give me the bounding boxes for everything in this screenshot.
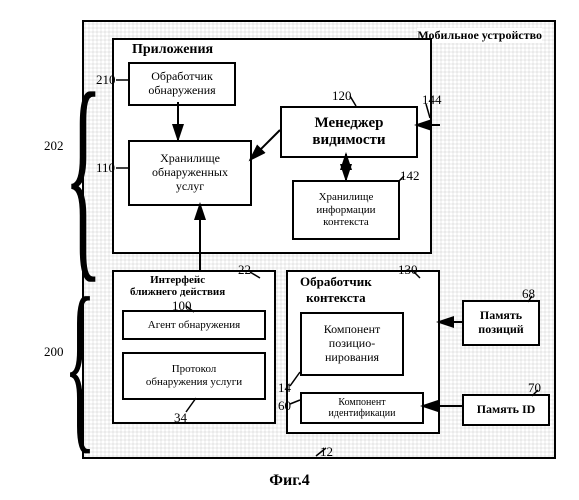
num-100: 100 — [172, 298, 192, 314]
num-210: 210 — [96, 72, 116, 88]
num-22: 22 — [238, 262, 251, 278]
box-70-label: Память ID — [477, 403, 536, 417]
num-202: 202 — [44, 138, 64, 154]
num-200: 200 — [44, 344, 64, 360]
num-142: 142 — [400, 168, 420, 184]
proximity-title: Интерфейс ближнего действия — [128, 274, 227, 298]
box-100: Агент обнаружения — [122, 310, 266, 340]
box-142: Хранилище информации контекста — [292, 180, 400, 240]
apps-title: Приложения — [130, 42, 215, 58]
box-70: Память ID — [462, 394, 550, 426]
num-70: 70 — [528, 380, 541, 396]
box-14: Компонент позицио- нирования — [300, 312, 404, 376]
figure-caption: Фиг.4 — [0, 472, 579, 490]
box-210-label: Обработчик обнаружения — [148, 70, 215, 98]
num-144: 144 — [422, 92, 442, 108]
context-title: Обработчик контекста — [298, 274, 374, 306]
box-142-label: Хранилище информации контекста — [316, 191, 375, 229]
box-68: Память позиций — [462, 300, 540, 346]
box-34-label: Протокол обнаружения услуги — [146, 363, 242, 388]
box-60: Компонент идентификации — [300, 392, 424, 424]
brace-200: { — [64, 280, 96, 451]
num-130: 130 — [398, 262, 418, 278]
box-100-label: Агент обнаружения — [148, 319, 240, 332]
box-14-label: Компонент позицио- нирования — [324, 323, 381, 364]
box-110-label: Хранилище обнаруженных услуг — [152, 152, 228, 193]
box-210: Обработчик обнаружения — [128, 62, 236, 106]
num-120: 120 — [332, 88, 352, 104]
num-12: 12 — [320, 444, 333, 460]
box-60-label: Компонент идентификации — [329, 397, 396, 420]
num-68: 68 — [522, 286, 535, 302]
box-110: Хранилище обнаруженных услуг — [128, 140, 252, 206]
num-60: 60 — [278, 398, 291, 414]
num-110: 110 — [96, 160, 115, 176]
box-120-label: Менеджер видимости — [312, 115, 385, 150]
box-120: Менеджер видимости — [280, 106, 418, 158]
box-68-label: Память позиций — [478, 309, 523, 337]
num-14: 14 — [278, 380, 291, 396]
num-34: 34 — [174, 410, 187, 426]
box-34: Протокол обнаружения услуги — [122, 352, 266, 400]
device-label: Мобильное устройство — [417, 28, 542, 43]
